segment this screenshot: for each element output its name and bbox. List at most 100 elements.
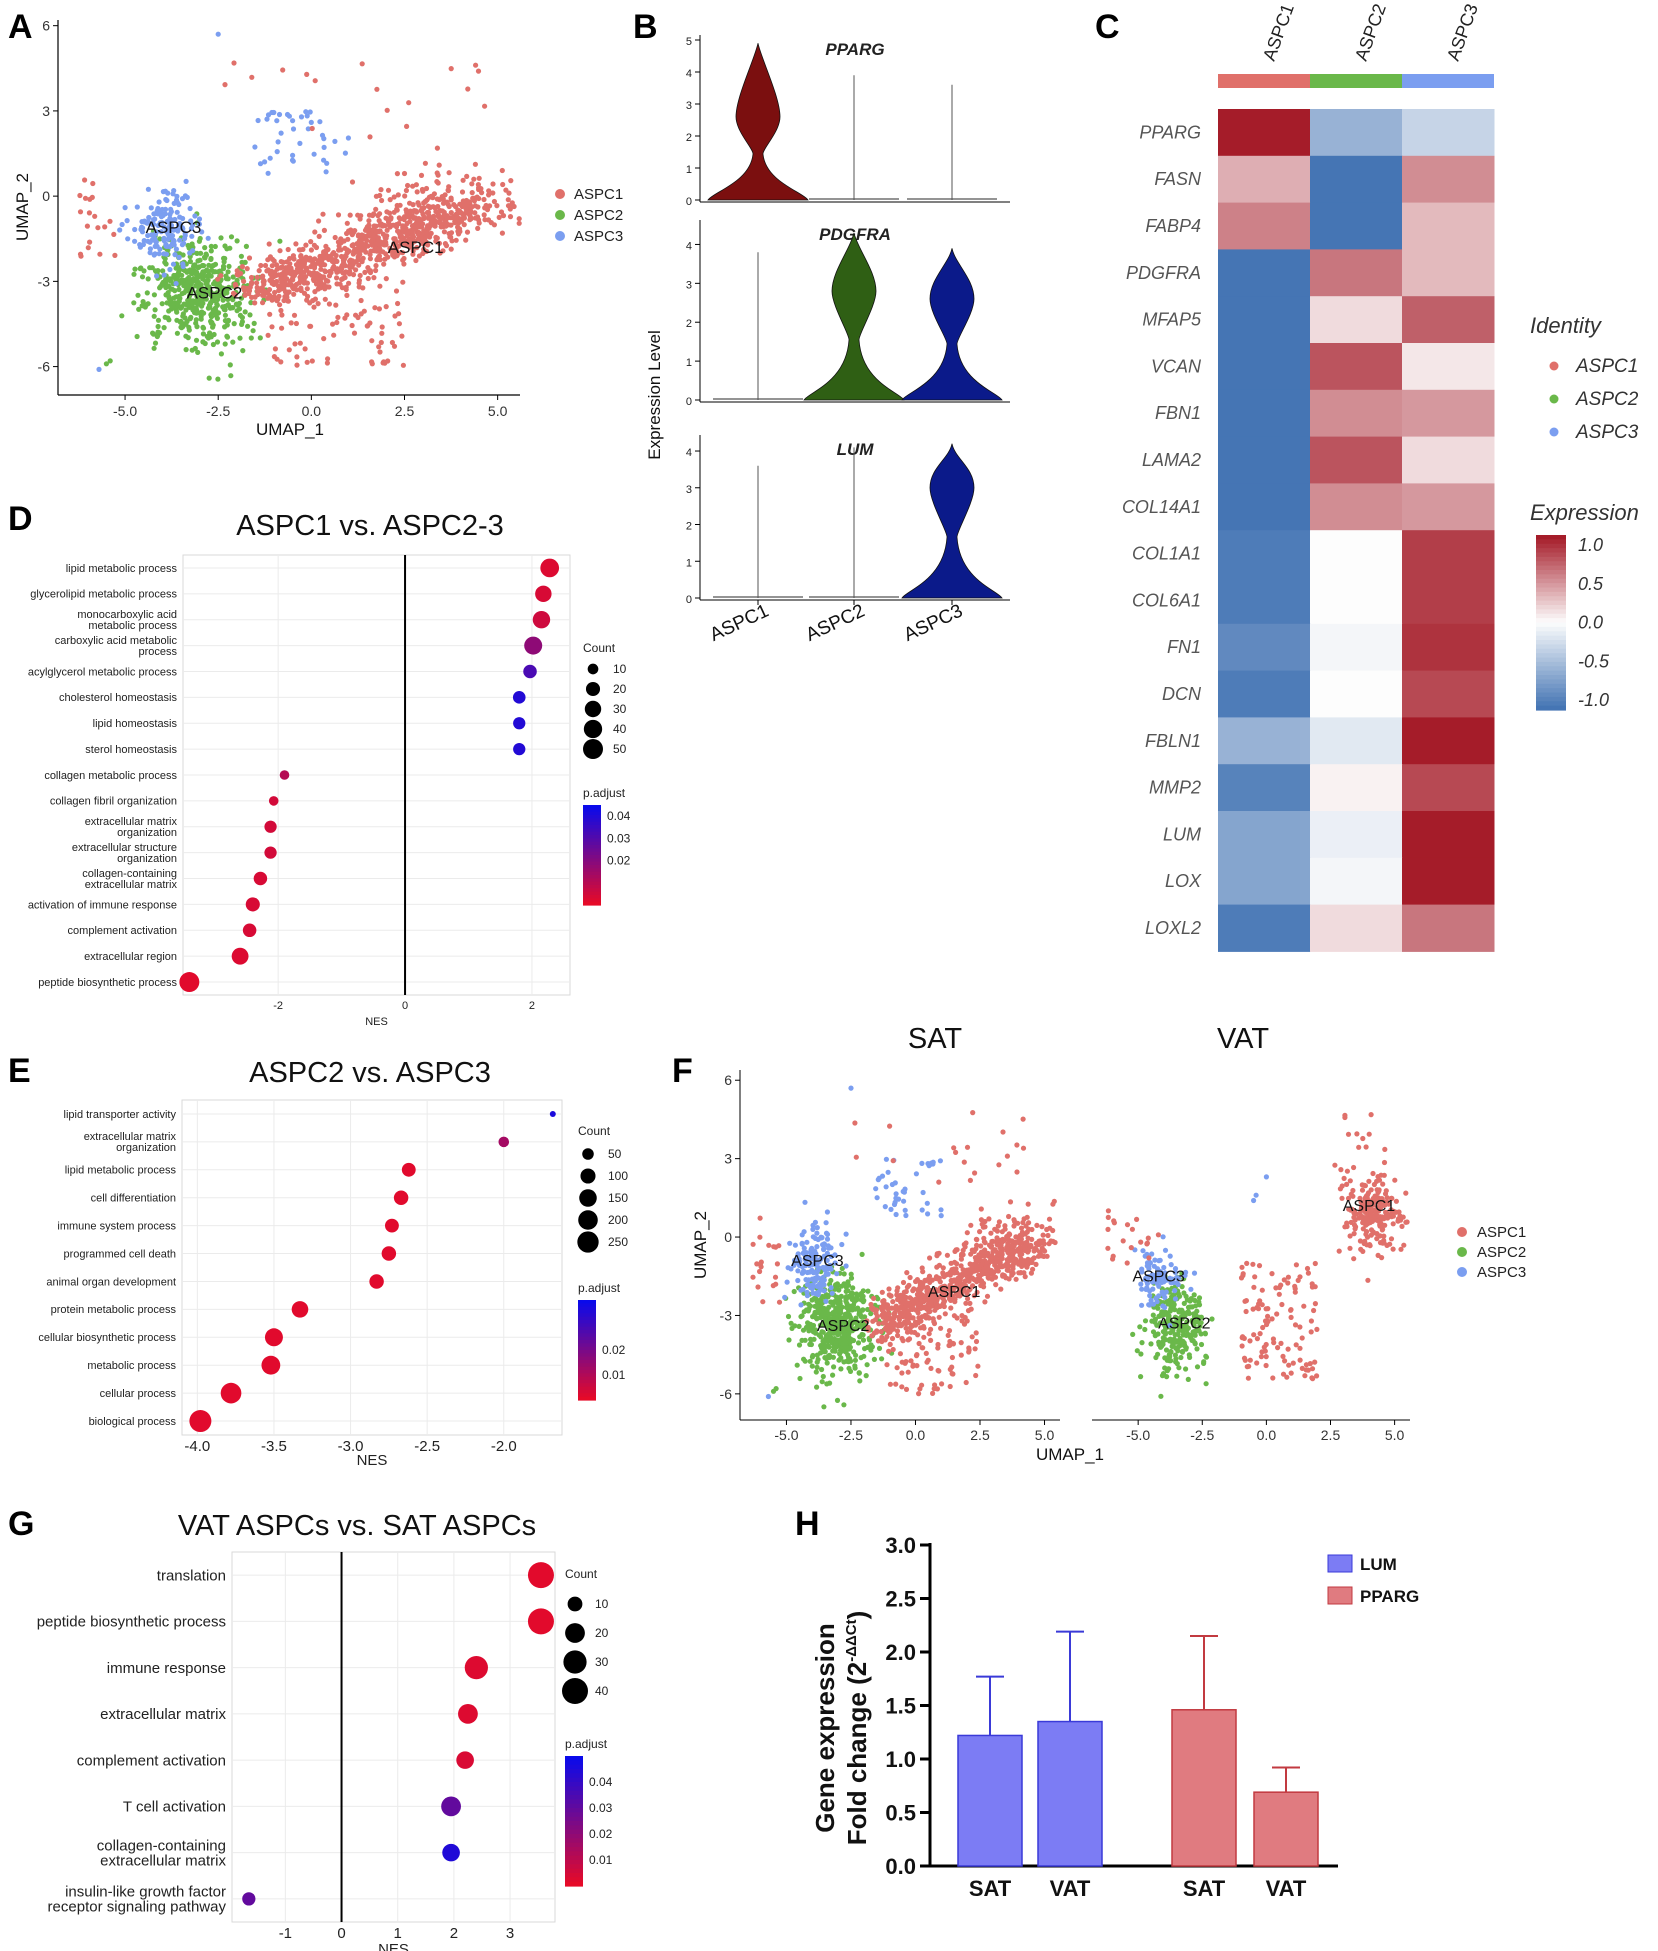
umap-point-aspc2 [843, 1296, 849, 1302]
umap-point-aspc1 [1044, 1226, 1050, 1233]
umap-f-cluster-label: ASPC3 [1132, 1268, 1185, 1285]
umap-point-aspc1 [1018, 1225, 1025, 1231]
umap-point-aspc1 [353, 312, 359, 318]
umap-point-aspc1 [277, 302, 283, 308]
violin-shape [803, 232, 905, 401]
gsea-dot [458, 1703, 478, 1724]
umap-point-aspc1 [85, 245, 91, 251]
umap-point-aspc2 [226, 263, 232, 269]
umap-point-aspc3 [1160, 1234, 1166, 1240]
umap-point-aspc2 [190, 307, 196, 313]
legend-dot-aspc2 [555, 210, 565, 220]
umap-point-aspc2 [813, 1369, 819, 1375]
umap-point-aspc2 [859, 1251, 865, 1257]
umap-point-aspc1 [320, 211, 326, 217]
umap-point-aspc1 [401, 255, 407, 262]
umap-point-aspc1 [385, 216, 391, 222]
umap-point-aspc1 [239, 264, 245, 270]
umap-point-aspc1 [500, 213, 507, 219]
umap-point-aspc3 [271, 109, 277, 116]
gsea-dot [242, 923, 257, 938]
expression-gradient-step [1536, 661, 1566, 667]
gsea-dot [291, 1301, 309, 1318]
umap-point-aspc1 [1379, 1202, 1386, 1209]
umap-point-aspc3 [1144, 1263, 1150, 1269]
violin-y-tick-label: 0 [686, 396, 692, 408]
umap-point-aspc1 [309, 358, 315, 364]
umap-point-aspc1 [907, 1295, 913, 1301]
umap-point-aspc1 [1000, 1237, 1006, 1243]
gsea-dot [179, 972, 200, 993]
umap-point-aspc1 [409, 223, 415, 229]
umap-point-aspc1 [1257, 1331, 1263, 1337]
violin-gene-title: LUM [837, 440, 875, 459]
umap-point-aspc3 [122, 205, 128, 211]
umap-point-aspc1 [494, 203, 500, 209]
gsea-dot [401, 1162, 416, 1177]
heatmap-cell [1218, 109, 1311, 157]
umap-point-aspc1 [272, 289, 278, 296]
umap-f-ylabel: UMAP_2 [691, 1211, 710, 1279]
padj-gradient-step [565, 1855, 583, 1861]
umap-point-aspc1 [986, 1216, 992, 1222]
padj-gradient-step [565, 1790, 583, 1796]
umap-point-aspc3 [1139, 1286, 1145, 1292]
expression-tick-label: 0.0 [1578, 613, 1603, 633]
umap-point-aspc1 [326, 273, 333, 279]
umap-point-aspc2 [239, 314, 245, 321]
umap-point-aspc3 [265, 170, 271, 176]
umap-point-aspc1 [924, 1359, 930, 1365]
gsea-dot [393, 1190, 409, 1205]
umap-point-aspc1 [415, 236, 421, 242]
heatmap-cell [1310, 530, 1403, 578]
expression-tick-label: -1.0 [1578, 690, 1609, 710]
umap-point-aspc1 [772, 1274, 779, 1280]
term-label: collagen fibril organization [50, 796, 177, 808]
umap-point-aspc1 [453, 237, 459, 243]
violin-y-tick-label: 1 [686, 557, 692, 569]
umap-point-aspc1 [987, 1258, 993, 1264]
umap-point-aspc2 [850, 1285, 856, 1291]
umap-point-aspc1 [872, 1317, 879, 1323]
umap-point-aspc1 [298, 253, 304, 260]
heatmap-row-label: LAMA2 [1142, 450, 1201, 470]
umap-point-aspc2 [188, 314, 194, 320]
umap-point-aspc1 [970, 1283, 976, 1289]
umap-point-aspc1 [936, 1314, 942, 1320]
umap-point-aspc1 [1243, 1308, 1249, 1315]
umap-point-aspc1 [1276, 1284, 1283, 1291]
panel-label-g: G [8, 1505, 34, 1543]
umap-point-aspc1 [90, 180, 96, 187]
umap-point-aspc1 [486, 192, 492, 198]
umap-point-aspc1 [265, 332, 271, 338]
count-legend-label: 40 [613, 722, 627, 736]
umap-point-aspc2 [1181, 1300, 1187, 1306]
count-legend-dot [583, 719, 603, 739]
umap-point-aspc1 [448, 246, 454, 252]
umap-point-aspc3 [788, 1266, 794, 1272]
umap-point-aspc2 [841, 1271, 847, 1277]
umap-point-aspc1 [993, 1239, 999, 1245]
umap-point-aspc1 [897, 1310, 903, 1316]
umap-point-aspc2 [1176, 1328, 1182, 1334]
umap-point-aspc1 [364, 237, 370, 244]
umap-point-aspc2 [825, 1343, 831, 1349]
umap-point-aspc1 [286, 347, 292, 353]
umap-point-aspc2 [820, 1373, 826, 1380]
umap-point-aspc1 [421, 215, 427, 222]
umap-point-aspc1 [964, 1144, 971, 1150]
umap-point-aspc1 [1362, 1209, 1369, 1215]
padj-gradient-step [583, 828, 601, 833]
umap-point-aspc1 [1400, 1214, 1406, 1220]
umap-point-aspc3 [173, 280, 179, 287]
umap-point-aspc2 [849, 1290, 856, 1297]
umap-point-aspc3 [892, 1180, 898, 1186]
umap-point-aspc1 [1378, 1172, 1384, 1178]
padj-gradient-step [583, 878, 601, 883]
heatmap-row-label: FABP4 [1145, 216, 1201, 236]
umap-point-aspc3 [816, 1281, 823, 1287]
umap-point-aspc1 [271, 258, 277, 264]
gsea-dot [513, 742, 526, 756]
umap-point-aspc1 [967, 1272, 973, 1278]
